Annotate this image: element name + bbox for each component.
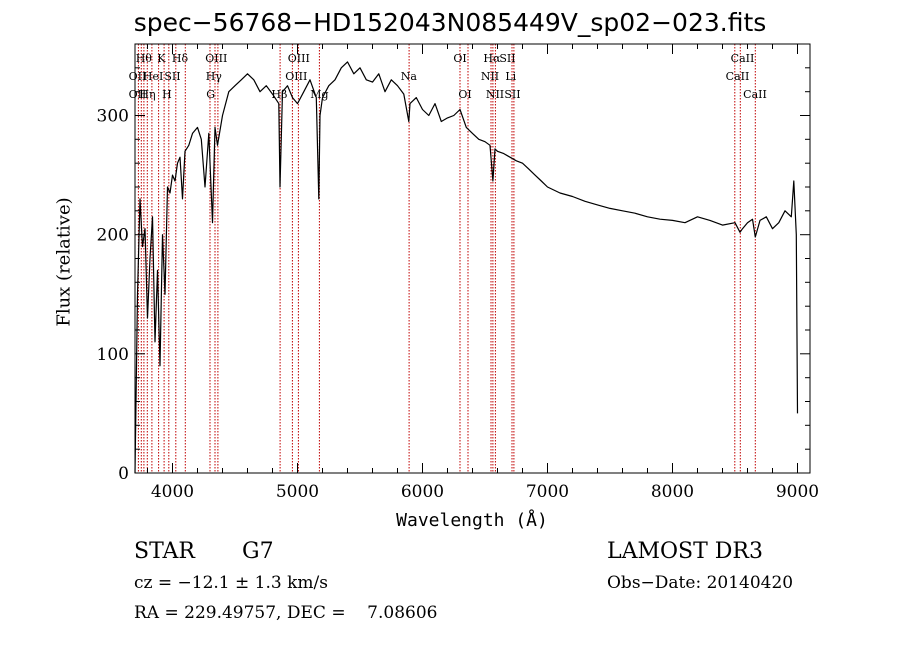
x-tick-label: 6000 — [401, 482, 444, 502]
object-subclass: G7 — [242, 539, 274, 564]
line-label: SII — [164, 70, 180, 83]
line-label: Li — [505, 70, 516, 83]
y-tick-label: 200 — [97, 226, 129, 246]
line-label: Hβ — [271, 88, 287, 101]
line-label: CaII — [726, 70, 750, 83]
redshift-text: cz = −12.1 ± 1.3 km/s — [134, 573, 328, 593]
obs-date-text: Obs−Date: 20140420 — [607, 573, 794, 593]
line-label: Hη — [139, 88, 155, 101]
line-label: OIII — [205, 52, 227, 65]
line-label: NII — [486, 88, 504, 101]
line-label: H — [162, 88, 172, 101]
line-label: SII — [499, 52, 515, 65]
line-label: Hγ — [206, 70, 223, 83]
line-label: CaII — [731, 52, 755, 65]
line-label: Hα — [483, 52, 501, 65]
chart-title: spec−56768−HD152043N085449V_sp02−023.fit… — [133, 8, 767, 37]
x-tick-label: 9000 — [776, 482, 819, 502]
line-label: K — [157, 52, 166, 65]
line-label: SII — [504, 88, 520, 101]
x-tick-label: 7000 — [526, 482, 569, 502]
line-label: OII — [129, 88, 147, 101]
x-tick-label: 4000 — [151, 482, 194, 502]
line-label: OI — [453, 52, 466, 65]
line-label: CaII — [743, 88, 767, 101]
line-label: Hδ — [172, 52, 189, 65]
line-label: OI — [458, 88, 471, 101]
line-label: Na — [401, 70, 418, 83]
line-label: NII — [481, 70, 499, 83]
object-class: STAR — [134, 539, 195, 564]
x-tick-label: 5000 — [276, 482, 319, 502]
y-tick-label: 0 — [118, 464, 129, 484]
line-label: G — [206, 88, 215, 101]
y-tick-label: 100 — [97, 345, 129, 365]
line-label: OIII — [288, 52, 310, 65]
x-tick-label: 8000 — [651, 482, 694, 502]
line-label: OIII — [285, 70, 307, 83]
plot-frame — [134, 43, 811, 474]
line-label: OII — [129, 70, 147, 83]
y-tick-label: 300 — [97, 107, 129, 127]
spectrum-line — [134, 61, 799, 474]
line-label: Hθ — [136, 52, 153, 65]
line-label: HeI — [143, 70, 163, 83]
x-axis-label: Wavelength (Å) — [396, 510, 548, 531]
coordinates-text: RA = 229.49757, DEC = 7.08606 — [134, 603, 438, 623]
survey-label: LAMOST DR3 — [607, 539, 763, 564]
line-label: Mg — [310, 88, 328, 101]
